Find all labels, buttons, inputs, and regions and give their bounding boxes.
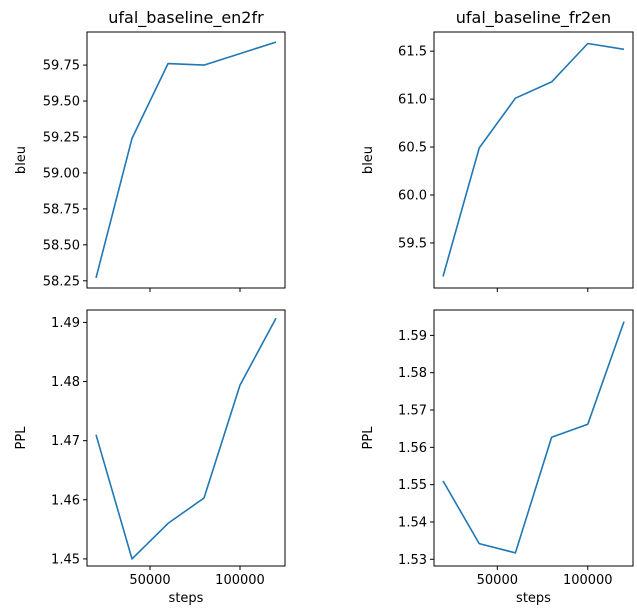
panel-fr2en-bleu: ufal_baseline_fr2en bleu 59.5 60.0 60.5 61.… <box>361 8 634 292</box>
x-axis-label: steps <box>516 591 551 606</box>
y-tick-label: 59.75 <box>43 59 80 74</box>
y-axis-label: bleu <box>361 146 376 174</box>
panel-fr2en-ppl: PPL steps 1.53 1.54 1.55 1.56 1.57 1.58 1.59 50… <box>361 309 634 606</box>
y-axis-label: PPL <box>361 426 376 450</box>
y-tick-label: 1.56 <box>398 441 427 456</box>
series-line <box>442 321 625 554</box>
axes-frame <box>86 31 286 289</box>
y-tick-label: 61.0 <box>398 93 427 108</box>
y-tick-label: 60.5 <box>398 141 427 156</box>
y-tick-label: 1.53 <box>398 553 427 568</box>
y-tick-label: 1.46 <box>51 493 80 508</box>
y-tick-label: 58.25 <box>43 274 80 289</box>
panel-en2fr-bleu: ufal_baseline_en2fr bleu 58.25 58.50 58.75… <box>14 8 286 292</box>
y-tick-label: 1.47 <box>51 434 80 449</box>
y-tick-label: 59.5 <box>398 236 427 251</box>
x-tick-label: 50000 <box>129 573 170 588</box>
y-tick-label: 1.58 <box>398 366 427 381</box>
y-axis-label: bleu <box>14 146 29 174</box>
axes-frame <box>433 31 634 289</box>
y-tick-label: 58.50 <box>43 238 80 253</box>
axes-frame <box>433 309 634 567</box>
y-tick-label: 59.25 <box>43 130 80 145</box>
y-tick-label: 59.00 <box>43 166 80 181</box>
axes-frame <box>86 309 286 567</box>
y-tick-label: 1.54 <box>398 515 427 530</box>
panel-title: ufal_baseline_fr2en <box>456 8 611 28</box>
panel-title: ufal_baseline_en2fr <box>108 8 264 28</box>
y-tick-label: 1.48 <box>51 375 80 390</box>
series-line <box>442 42 625 277</box>
y-tick-label: 1.45 <box>51 552 80 567</box>
y-tick-label: 1.55 <box>398 478 427 493</box>
y-tick-label: 59.50 <box>43 95 80 110</box>
x-tick-label: 50000 <box>477 573 518 588</box>
y-tick-label: 61.5 <box>398 45 427 60</box>
x-tick-label: 100000 <box>215 573 265 588</box>
panel-en2fr-ppl: PPL steps 1.45 1.46 1.47 1.48 1.49 50000 10000… <box>14 309 286 606</box>
series-line <box>95 317 277 560</box>
y-axis-label: PPL <box>14 426 29 450</box>
y-tick-label: 1.49 <box>51 316 80 331</box>
y-tick-label: 1.57 <box>398 404 427 419</box>
series-line <box>95 41 277 279</box>
x-tick-label: 100000 <box>563 573 613 588</box>
x-axis-label: steps <box>169 591 204 606</box>
y-tick-label: 58.75 <box>43 202 80 217</box>
y-tick-label: 60.0 <box>398 188 427 203</box>
y-tick-label: 1.59 <box>398 329 427 344</box>
